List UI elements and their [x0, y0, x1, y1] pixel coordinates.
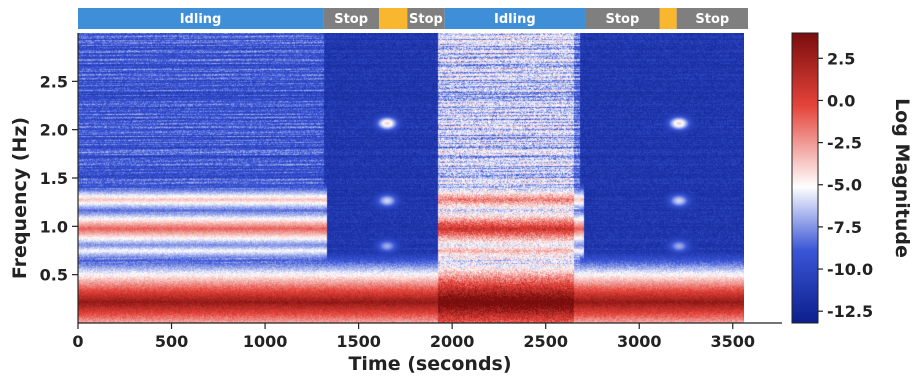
y-tick-label: 1.5	[40, 169, 68, 188]
state-label: Stop	[605, 12, 639, 27]
colorbar-tick-label: -5.0	[827, 176, 862, 195]
colorbar-tick-label: -10.0	[827, 260, 873, 279]
x-tick-label: 1500	[336, 332, 381, 351]
spectrogram-heatmap	[78, 33, 744, 323]
y-tick-label: 1.0	[40, 217, 68, 236]
x-axis-label: Time (seconds)	[348, 353, 511, 375]
colorbar-tick-label: 0.0	[827, 91, 855, 110]
x-tick-label: 1000	[243, 332, 288, 351]
state-bar: Idling Stop Stop Idling Stop Stop	[78, 8, 748, 29]
colorbar-label: Log Magnitude	[891, 98, 912, 258]
state-label: Stop	[695, 12, 729, 27]
y-axis-label: Frequency (Hz)	[9, 117, 31, 279]
state-segment	[379, 8, 408, 29]
x-tick-label: 500	[155, 332, 188, 351]
x-tick-label: 2000	[430, 332, 475, 351]
x-tick-label: 3500	[711, 332, 756, 351]
colorbar-tick-label: -2.5	[827, 134, 862, 153]
x-axis-ticks: 0 500 1000 1500 2000 2500 3000 3500	[72, 323, 755, 351]
state-segment	[676, 8, 748, 29]
state-segment	[78, 8, 324, 29]
state-segment	[584, 8, 660, 29]
state-label: Stop	[409, 12, 443, 27]
x-tick-label: 0	[72, 332, 83, 351]
state-segment	[407, 8, 445, 29]
y-tick-label: 2.0	[40, 121, 68, 140]
state-label: Stop	[334, 12, 368, 27]
y-tick-label: 2.5	[40, 72, 68, 91]
state-label: Idling	[180, 12, 222, 27]
colorbar	[791, 32, 819, 324]
colorbar-tick-label: -7.5	[827, 218, 862, 237]
x-tick-label: 3000	[617, 332, 662, 351]
y-tick-label: 0.5	[40, 266, 68, 285]
x-tick-label: 2500	[523, 332, 568, 351]
state-segment	[323, 8, 380, 29]
state-segment	[659, 8, 677, 29]
y-axis-ticks: 0.5 1.0 1.5 2.0 2.5	[40, 72, 78, 285]
state-segment	[444, 8, 585, 29]
state-label: Idling	[494, 12, 536, 27]
colorbar-tick-label: 2.5	[827, 49, 855, 68]
colorbar-tick-label: -12.5	[827, 302, 873, 321]
colorbar-ticks: 2.5 0.0 -2.5 -5.0 -7.5 -10.0 -12.5	[818, 49, 873, 321]
